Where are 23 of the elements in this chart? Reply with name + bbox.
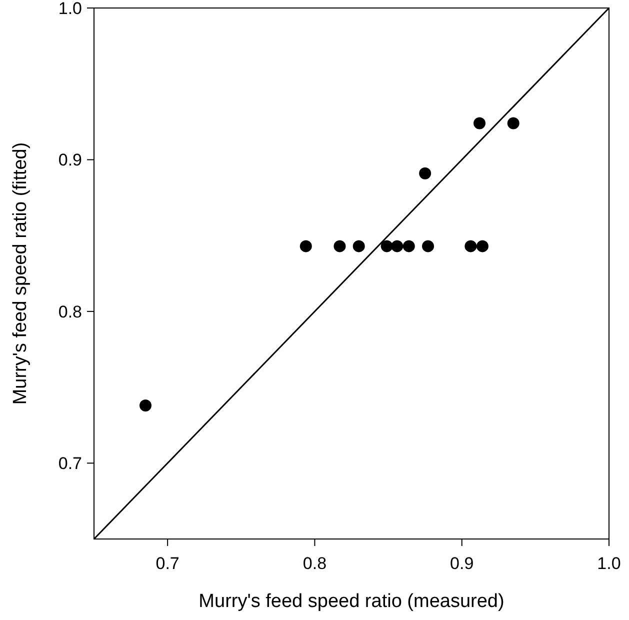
x-tick-label: 0.8 (302, 554, 327, 573)
y-tick-label: 1.0 (58, 0, 82, 18)
y-tick-label: 0.9 (58, 150, 82, 170)
point (474, 117, 486, 130)
point (300, 240, 312, 252)
point (334, 240, 346, 252)
y-tick-label: 0.8 (58, 302, 82, 322)
point (402, 240, 415, 252)
point (464, 240, 477, 252)
y-axis-title: Murry's feed speed ratio (fitted) (10, 142, 31, 405)
point (140, 399, 152, 412)
point (352, 240, 365, 252)
x-axis-title: Murry's feed speed ratio (measured) (198, 591, 504, 612)
x-tick-label: 0.7 (156, 554, 180, 573)
point (507, 117, 520, 130)
x-tick-label: 1.0 (597, 554, 621, 573)
point (380, 240, 393, 252)
x-tick-label: 0.9 (450, 554, 474, 573)
point (422, 240, 434, 252)
point (476, 240, 488, 252)
point (419, 167, 432, 180)
point (391, 240, 404, 252)
y-tick-label: 0.7 (58, 454, 82, 474)
